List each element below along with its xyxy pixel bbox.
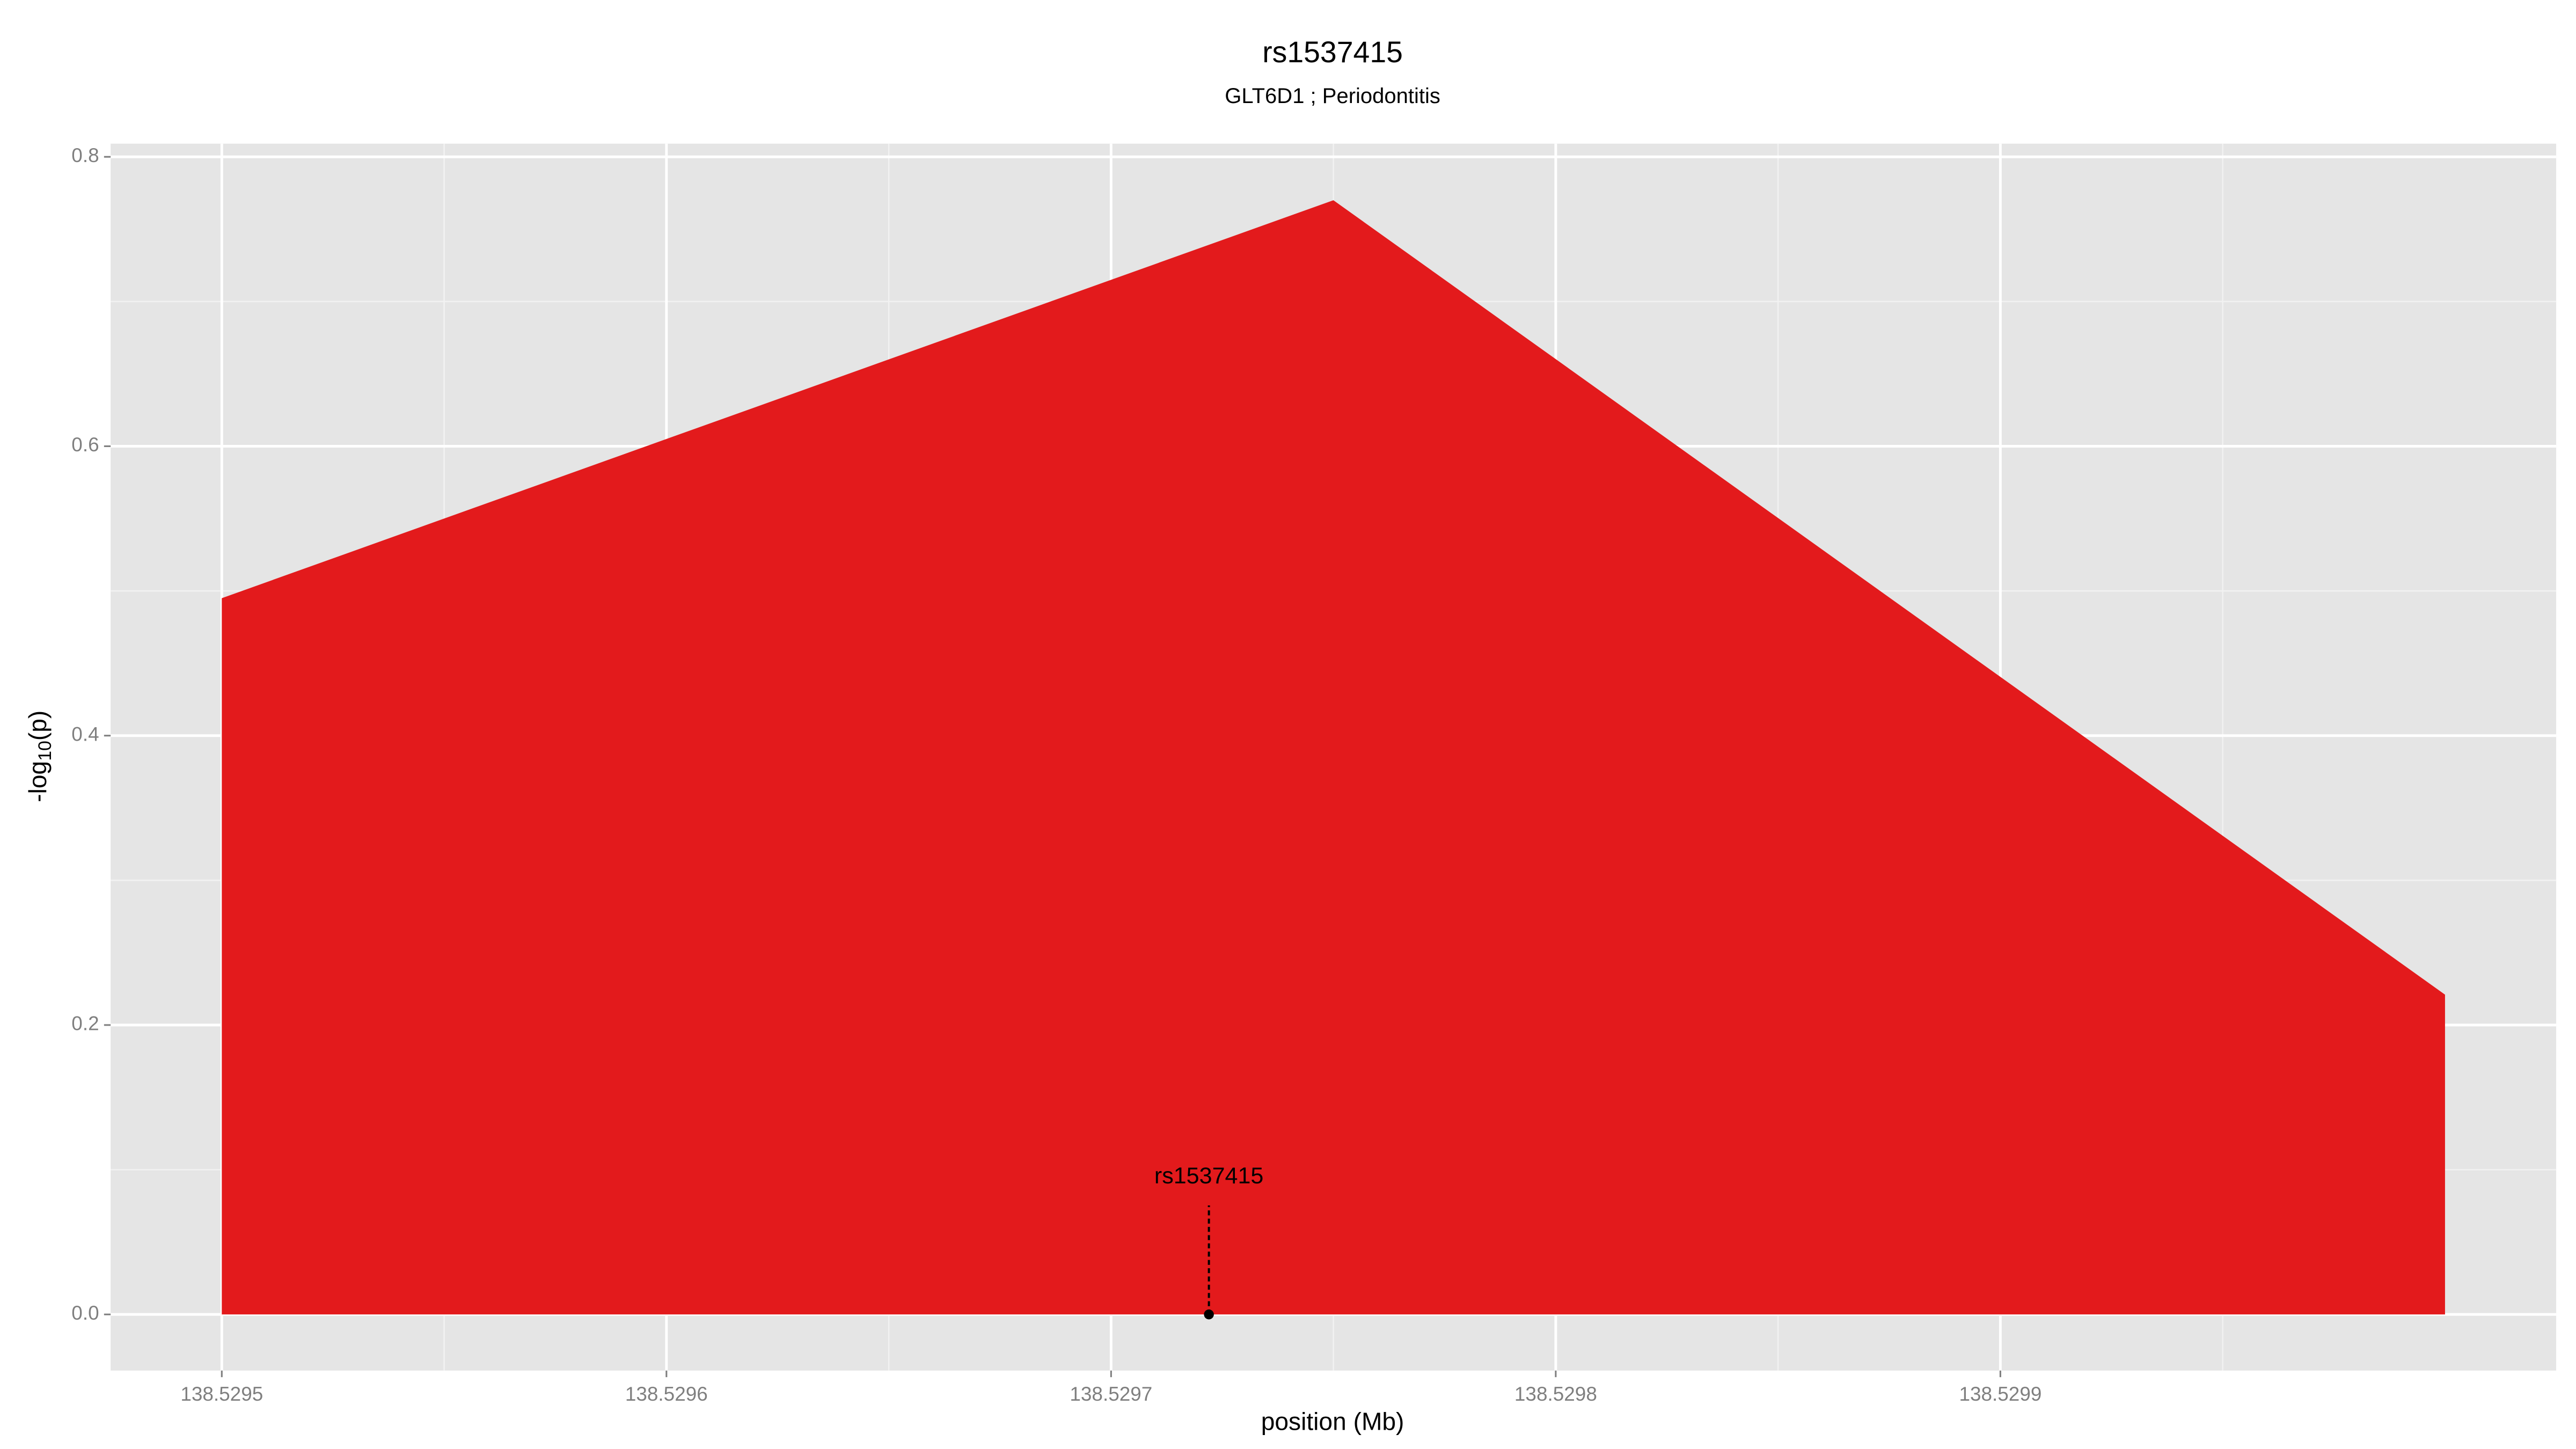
y-axis-label: -log10(p) [24,711,55,802]
x-tick-label: 138.5295 [180,1383,263,1405]
annotation-label: rs1537415 [1154,1163,1264,1189]
x-tick-label: 138.5298 [1514,1383,1597,1405]
y-tick-label: 0.8 [71,144,99,166]
y-tick-label: 0.6 [71,434,99,456]
x-tick-label: 138.5296 [625,1383,708,1405]
y-tick-label: 0.4 [71,723,99,745]
y-label-part: -log [24,761,52,802]
y-label-part: (p) [24,711,52,741]
annotation-point [1204,1309,1214,1320]
area [222,200,2445,1315]
chart-title: rs1537415 [1262,35,1403,69]
chart-subtitle: GLT6D1 ; Periodontitis [1225,84,1440,108]
x-tick-label: 138.5299 [1959,1383,2041,1405]
x-tick-label: 138.5297 [1070,1383,1152,1405]
y-label-subscript: 10 [35,741,55,761]
y-tick-label: 0.0 [71,1302,99,1324]
x-axis-label: position (Mb) [1261,1407,1404,1435]
y-tick-label: 0.2 [71,1013,99,1035]
